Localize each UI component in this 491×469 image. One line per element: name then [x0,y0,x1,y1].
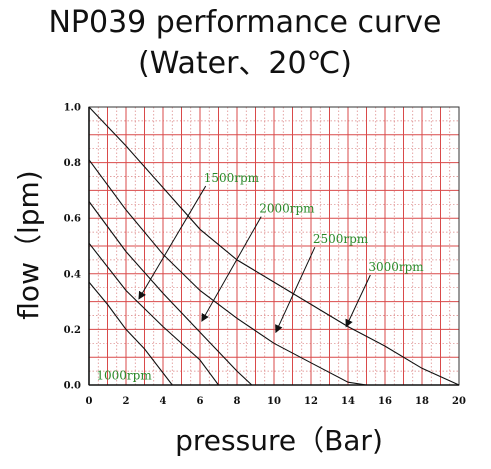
x-tick-label: 16 [378,396,392,407]
x-tick-label: 2 [123,396,130,407]
y-tick-label: 0.0 [64,381,81,392]
series-arrow-3000rpm [345,274,371,328]
x-tick-label: 8 [234,396,241,407]
series-line-2500rpm [88,159,367,386]
series-label-2500rpm: 2500rpm [313,232,369,246]
series-lines [88,106,460,386]
series-arrow-2500rpm [275,247,316,334]
series-label-1000rpm: 1000rpm [96,368,152,382]
x-tick-label: 12 [304,396,318,407]
chart-title: NP039 performance curve [48,5,441,40]
y-tick-label: 0.2 [64,325,81,336]
y-axis-title: flow（lpm) [12,170,45,319]
x-tick-label: 18 [415,396,429,407]
x-axis-title: pressure（Bar) [175,424,383,457]
series-line-3000rpm [88,106,460,386]
series-line-1000rpm [88,281,173,386]
y-axis-ticks: 0.0 0.2 0.4 0.6 0.8 1.0 [64,103,81,392]
series-arrow-2000rpm [201,216,262,322]
y-tick-label: 0.8 [64,158,81,169]
series-label-3000rpm: 3000rpm [368,260,424,274]
series-line-2000rpm [88,201,253,386]
x-tick-label: 0 [86,396,93,407]
series-line-1500rpm [88,242,219,386]
x-tick-label: 20 [452,396,466,407]
series-arrow-1500rpm [138,185,207,300]
x-axis-ticks: 0 2 4 6 8 10 12 14 16 18 20 [86,396,466,407]
chart-subtitle: (Water、20℃) [138,46,352,81]
plot-frame [88,106,460,386]
series-label-2000rpm: 2000rpm [259,202,315,216]
y-tick-label: 0.4 [64,269,81,280]
x-tick-label: 14 [341,396,355,407]
series-label-1500rpm: 1500rpm [204,171,260,185]
x-tick-label: 6 [197,396,204,407]
x-tick-label: 4 [160,396,167,407]
series-labels: 1000rpm 1500rpm 2000rpm 2500rpm 3000rpm [96,171,424,382]
plot-grid [89,107,459,385]
y-tick-label: 0.6 [64,214,81,225]
y-tick-label: 1.0 [64,103,81,114]
x-tick-label: 10 [267,396,281,407]
